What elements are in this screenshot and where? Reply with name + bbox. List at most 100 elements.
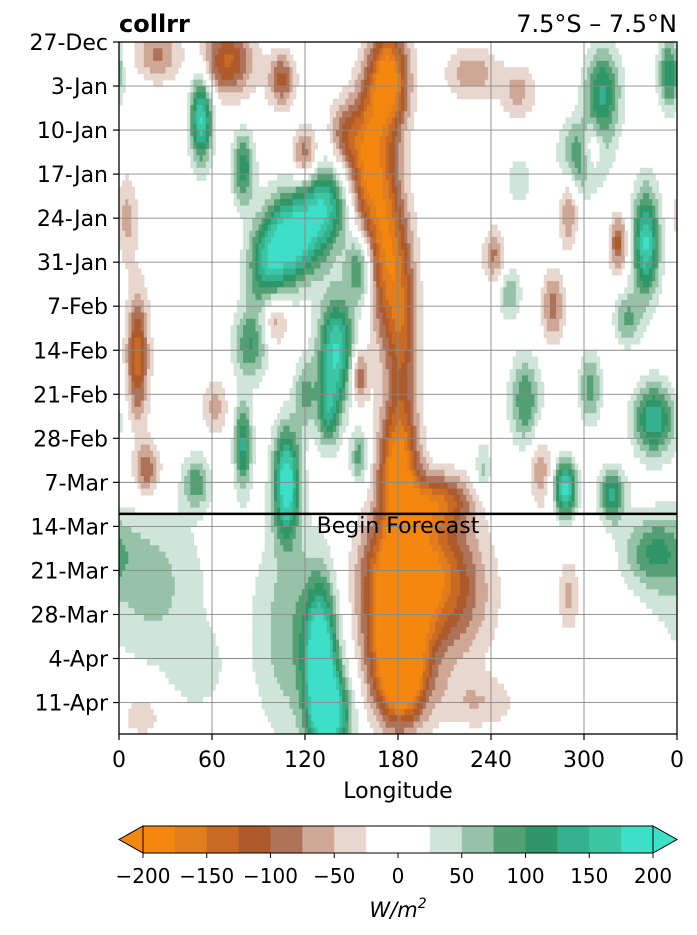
heatmap-cell	[376, 255, 380, 263]
heatmap-cell	[611, 268, 616, 276]
heatmap-cell	[382, 356, 387, 364]
heatmap-cell	[320, 369, 325, 377]
heatmap-cell	[146, 369, 151, 377]
heatmap-cell	[525, 400, 529, 408]
heatmap-cell	[202, 167, 207, 175]
heatmap-cell	[301, 293, 306, 301]
heatmap-cell	[394, 161, 399, 169]
heatmap-cell	[388, 180, 393, 188]
heatmap-cell	[407, 67, 411, 75]
heatmap-cell	[599, 123, 604, 131]
heatmap-cell	[298, 123, 303, 131]
heatmap-cell	[537, 388, 542, 395]
heatmap-cell	[354, 306, 359, 314]
heatmap-cell	[140, 48, 145, 56]
heatmap-cell	[137, 54, 142, 62]
heatmap-cell	[388, 299, 393, 307]
heatmap-cell	[407, 312, 411, 320]
heatmap-cell	[252, 48, 256, 56]
heatmap-cell	[401, 312, 405, 320]
heatmap-cell	[255, 362, 260, 370]
heatmap-cell	[385, 331, 390, 339]
heatmap-cell	[385, 400, 390, 408]
heatmap-cell	[658, 388, 663, 395]
heatmap-cell	[326, 419, 331, 427]
heatmap-cell	[208, 413, 213, 421]
heatmap-cell	[398, 218, 402, 226]
heatmap-cell	[596, 167, 601, 175]
heatmap-cell	[667, 419, 672, 427]
heatmap-cell	[280, 249, 284, 257]
heatmap-cell	[258, 237, 263, 244]
heatmap-cell	[624, 325, 628, 332]
heatmap-cell	[227, 48, 232, 56]
heatmap-cell	[357, 274, 362, 282]
heatmap-cell	[283, 255, 287, 263]
heatmap-cell	[494, 262, 498, 270]
heatmap-cell	[518, 98, 523, 106]
heatmap-cell	[342, 92, 346, 100]
heatmap-cell	[301, 180, 306, 188]
heatmap-cell	[143, 413, 148, 421]
heatmap-cell	[317, 167, 322, 175]
heatmap-cell	[354, 211, 359, 219]
heatmap-cell	[363, 161, 368, 169]
heatmap-cell	[332, 211, 337, 219]
heatmap-cell	[630, 299, 635, 307]
heatmap-cell	[652, 255, 656, 263]
heatmap-cell	[215, 79, 219, 87]
heatmap-cell	[286, 281, 291, 288]
heatmap-cell	[410, 281, 415, 288]
heatmap-cell	[608, 262, 613, 270]
heatmap-cell	[376, 356, 380, 364]
heatmap-cell	[212, 79, 216, 87]
heatmap-cell	[373, 281, 377, 288]
heatmap-cell	[385, 130, 390, 137]
heatmap-cell	[413, 356, 418, 364]
heatmap-cell	[407, 337, 411, 345]
heatmap-cell	[243, 186, 247, 194]
heatmap-cell	[528, 92, 532, 100]
heatmap-cell	[370, 167, 374, 175]
heatmap-cell	[373, 167, 377, 175]
heatmap-cell	[596, 67, 601, 75]
heatmap-cell	[314, 343, 318, 351]
heatmap-cell	[286, 73, 291, 81]
heatmap-cell	[649, 218, 653, 226]
heatmap-cell	[385, 54, 390, 62]
heatmap-cell	[190, 142, 194, 150]
heatmap-cell	[301, 123, 306, 131]
heatmap-cell	[277, 274, 281, 282]
heatmap-cell	[326, 362, 331, 370]
heatmap-cell	[658, 73, 663, 81]
heatmap-cell	[642, 192, 647, 200]
heatmap-cell	[323, 299, 328, 307]
heatmap-cell	[249, 281, 253, 288]
heatmap-cell	[463, 67, 467, 75]
heatmap-cell	[391, 312, 396, 320]
heatmap-cell	[150, 369, 154, 377]
heatmap-cell	[354, 287, 359, 295]
heatmap-cell	[410, 337, 415, 345]
heatmap-cell	[280, 218, 284, 226]
heatmap-cell	[314, 192, 318, 200]
heatmap-cell	[134, 199, 139, 207]
heatmap-cell	[305, 142, 309, 150]
heatmap-cell	[199, 98, 204, 106]
heatmap-cell	[382, 394, 387, 402]
heatmap-cell	[410, 243, 415, 251]
heatmap-cell	[373, 218, 377, 226]
heatmap-cell	[655, 211, 659, 219]
heatmap-cell	[379, 136, 384, 144]
heatmap-cell	[376, 413, 380, 421]
heatmap-cell	[391, 274, 396, 282]
heatmap-cell	[398, 205, 402, 213]
heatmap-cell	[143, 350, 148, 358]
heatmap-cell	[401, 400, 405, 408]
heatmap-cell	[320, 325, 325, 332]
heatmap-cell	[252, 274, 256, 282]
heatmap-cell	[618, 67, 622, 75]
heatmap-cell	[274, 274, 278, 282]
heatmap-cell	[140, 293, 145, 301]
